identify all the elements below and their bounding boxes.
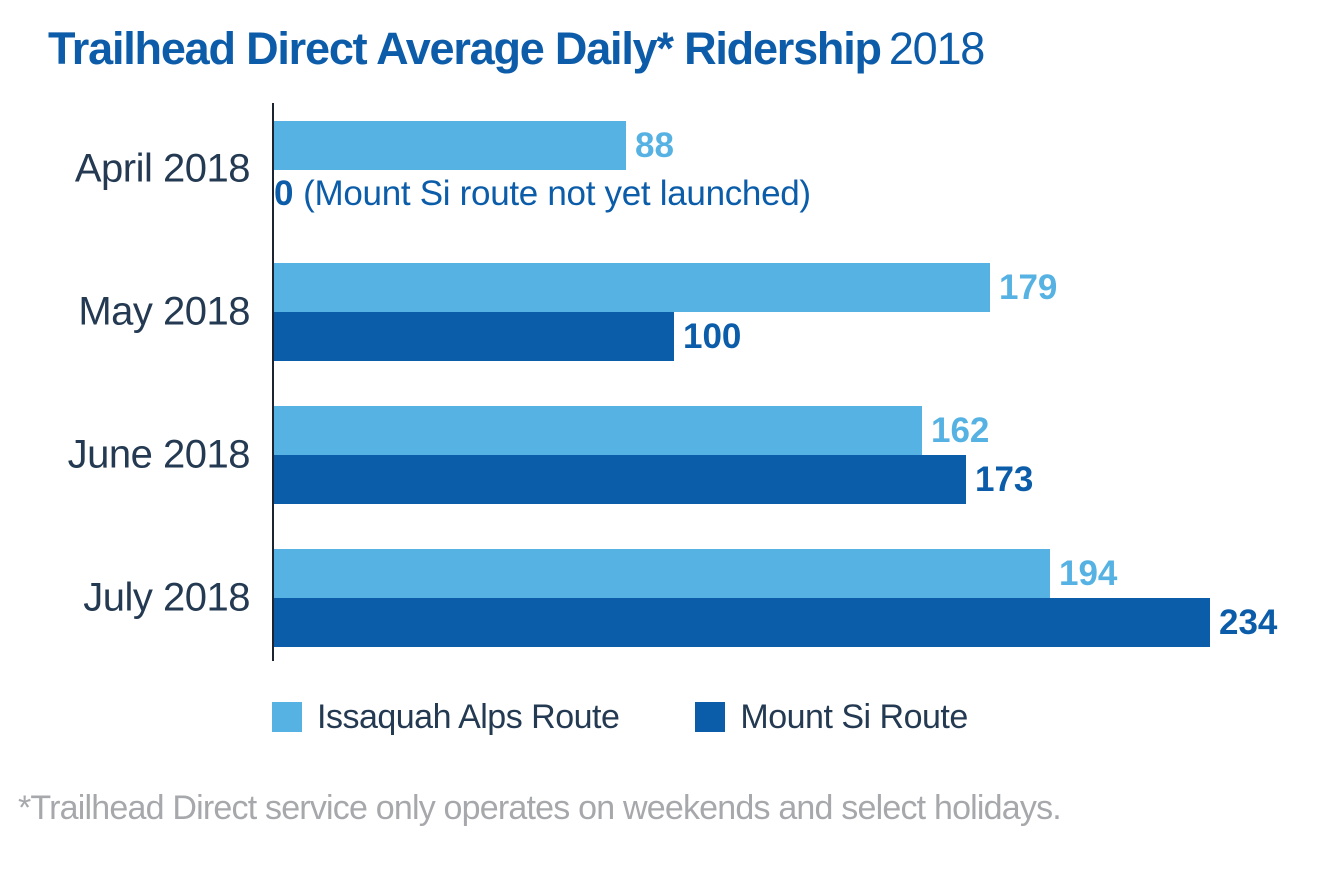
bar-issaquah-alps	[274, 548, 1050, 598]
bar-row: 100	[274, 311, 1320, 361]
category-label: May 2018	[78, 289, 250, 333]
zero-text: (Mount Si route not yet launched)	[303, 173, 811, 213]
bar-value: 234	[1219, 602, 1278, 642]
bar-value: 179	[999, 267, 1058, 307]
bar-mount-si	[274, 311, 674, 361]
bar-value: 88	[635, 125, 674, 165]
legend-item-mount-si: Mount Si Route	[695, 697, 968, 737]
legend: Issaquah Alps Route Mount Si Route	[272, 698, 1320, 737]
bar-issaquah-alps	[274, 120, 626, 170]
infographic: Trailhead Direct Average Daily* Ridershi…	[0, 24, 1320, 828]
zero-value: 0	[274, 173, 294, 213]
legend-label: Issaquah Alps Route	[317, 697, 620, 736]
bar-row: 234	[274, 597, 1320, 647]
bar-mount-si	[274, 597, 1210, 647]
bar-group: April 2018 88 0 (Mount Si route not yet lau…	[75, 120, 1320, 218]
zero-annotation: 0 (Mount Si route not yet launched)	[274, 170, 1320, 218]
bar-row: 179	[274, 262, 1320, 312]
legend-swatch	[272, 702, 302, 732]
chart-title-year: 2018	[888, 23, 986, 74]
chart-title-main: Trailhead Direct Average Daily* Ridershi…	[48, 23, 882, 74]
category-label: April 2018	[74, 146, 251, 191]
footnote: *Trailhead Direct service only operates …	[18, 788, 1062, 827]
legend-swatch	[695, 702, 726, 732]
plot-area: April 2018 88 0 (Mount Si route not yet lau…	[68, 102, 1320, 661]
chart-title: Trailhead Direct Average Daily* Ridershi…	[48, 24, 1320, 74]
legend-label: Mount Si Route	[740, 697, 968, 736]
category-label: July 2018	[83, 575, 250, 619]
bar-row: 88	[274, 120, 1320, 170]
bar-row: 194	[274, 548, 1320, 598]
bar-value: 173	[975, 459, 1034, 499]
bar-issaquah-alps	[274, 405, 922, 455]
bar-value: 100	[683, 316, 742, 356]
category-label: June 2018	[67, 432, 251, 476]
bar-group: June 2018 162 173	[68, 405, 1320, 504]
bar-value: 162	[931, 410, 990, 450]
bar-value: 194	[1059, 553, 1118, 593]
bar-group: July 2018 194 234	[83, 548, 1320, 647]
bar-mount-si	[274, 454, 966, 504]
bar-row: 173	[274, 454, 1320, 504]
bar-row: 162	[274, 405, 1320, 455]
legend-item-issaquah-alps: Issaquah Alps Route	[272, 697, 620, 737]
bar-issaquah-alps	[274, 262, 990, 312]
bar-group: May 2018 179 100	[78, 262, 1320, 361]
